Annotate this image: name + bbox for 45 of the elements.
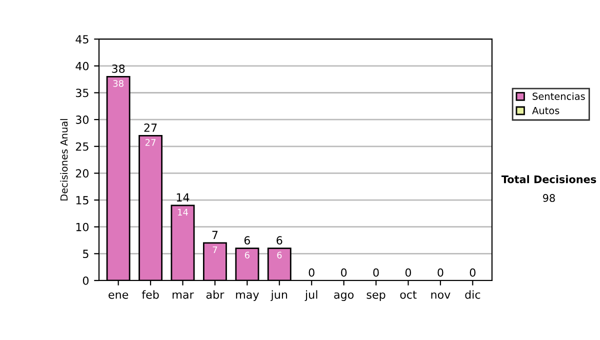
data-label: 14 (178, 208, 188, 216)
y-tick-label: 0 (82, 276, 89, 285)
total-label: 0 (341, 268, 347, 277)
y-tick-label: 45 (76, 35, 88, 44)
x-tick-label: feb (142, 290, 159, 299)
legend-label: Autos (532, 107, 560, 114)
y-tick-label: 10 (76, 222, 89, 232)
x-tick-label: abr (206, 290, 224, 299)
x-tick-label: may (236, 292, 259, 301)
total-label: 0 (438, 268, 444, 277)
x-tick-label: mar (172, 292, 194, 299)
data-label: 27 (145, 139, 156, 146)
y-tick-label: 25 (76, 142, 88, 151)
x-tick-label: ene (108, 292, 128, 299)
x-tick-label: dic (465, 290, 480, 299)
total-label: 0 (405, 268, 412, 277)
x-tick-label: jun (270, 290, 288, 301)
y-tick-label: 30 (76, 116, 89, 124)
text: 98 (543, 194, 555, 202)
y-tick-label: 35 (76, 88, 88, 98)
total-label: 27 (144, 123, 157, 132)
total-label: 0 (373, 268, 379, 277)
total-label: 38 (112, 64, 125, 73)
x-tick-label: ago (334, 292, 354, 301)
total-label: 0 (308, 268, 314, 277)
y-tick-label: 20 (76, 169, 89, 178)
total-label: 6 (276, 236, 282, 245)
y-tick-label: 15 (76, 196, 88, 204)
x-tick-label: oct (400, 290, 417, 299)
data-label: 38 (113, 80, 124, 87)
data-label: 6 (244, 252, 250, 259)
data-label: 6 (277, 252, 282, 259)
x-tick-label: jul (304, 290, 318, 301)
y-tick-label: 5 (83, 250, 88, 258)
total-label: 6 (244, 236, 250, 245)
y-tick-label: 40 (76, 62, 89, 70)
x-tick-label: sep (366, 292, 386, 301)
text: Total Decisiones (501, 175, 596, 184)
legend-label: Sentencias (532, 92, 585, 100)
total-label: 14 (176, 193, 190, 202)
total-label: 7 (212, 230, 218, 240)
total-label: 0 (470, 268, 476, 277)
y-axis-title: Decisiones Anual (60, 119, 68, 200)
x-tick-label: nov (431, 292, 450, 299)
data-label: 7 (212, 246, 218, 254)
